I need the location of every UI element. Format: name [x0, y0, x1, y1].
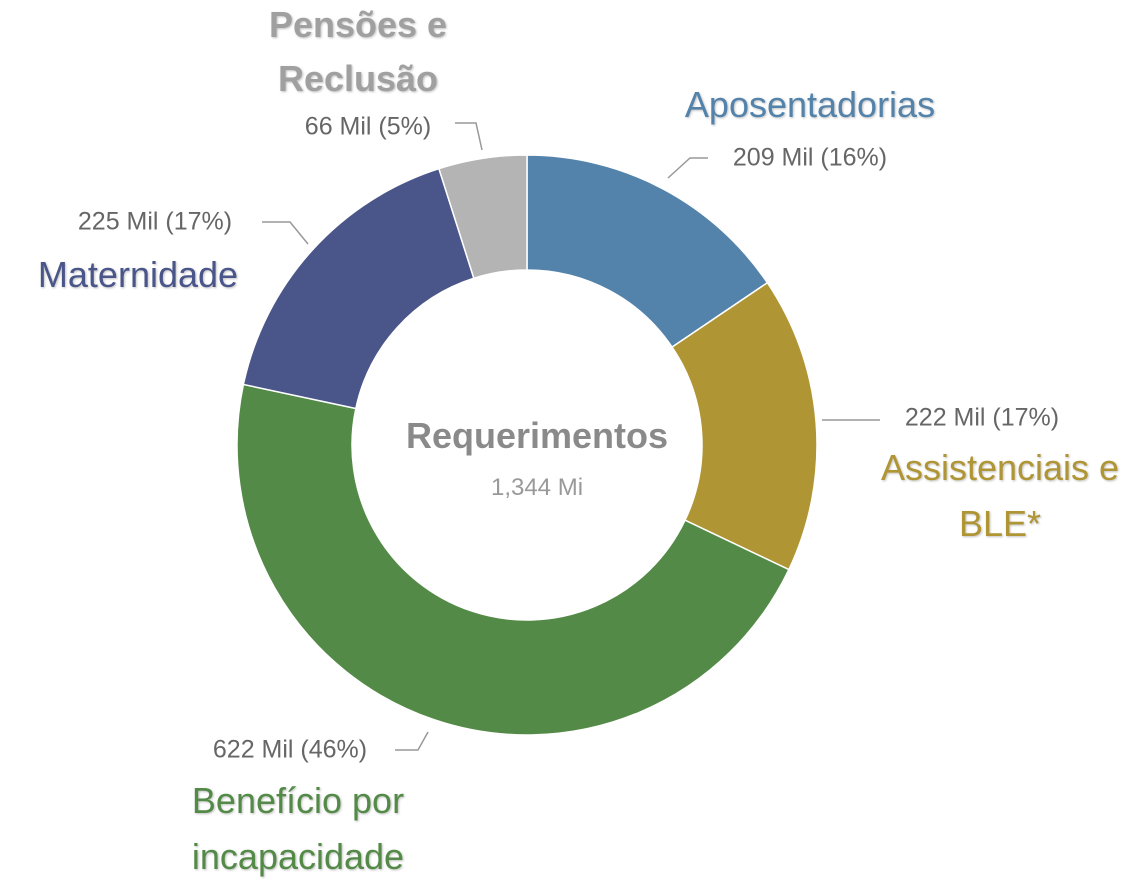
donut-slice: [671, 281, 818, 571]
center-title: Requerimentos: [405, 415, 669, 456]
donut-slice: [236, 383, 790, 736]
value-label: 622 Mil (46%): [212, 735, 368, 764]
value-label: 66 Mil (5%): [304, 112, 432, 141]
donut-slice: [437, 154, 528, 280]
value-label: 225 Mil (17%): [77, 207, 233, 236]
leader-line: [395, 731, 429, 751]
category-label: Maternidade: [37, 254, 239, 295]
category-label: Aposentadorias: [684, 84, 936, 125]
leader-line: [455, 122, 483, 151]
leader-line: [262, 221, 309, 245]
value-label: 222 Mil (17%): [904, 403, 1060, 432]
category-label: Assistenciais e BLE*: [880, 447, 1120, 544]
leader-line: [667, 157, 708, 179]
value-label: 209 Mil (16%): [732, 143, 888, 172]
center-label: 1,344 Mi: [490, 474, 584, 501]
category-label: Benefício por incapacidade: [191, 780, 405, 877]
donut-slice: [242, 167, 475, 410]
category-label: Pensões e Reclusão: [268, 4, 448, 99]
